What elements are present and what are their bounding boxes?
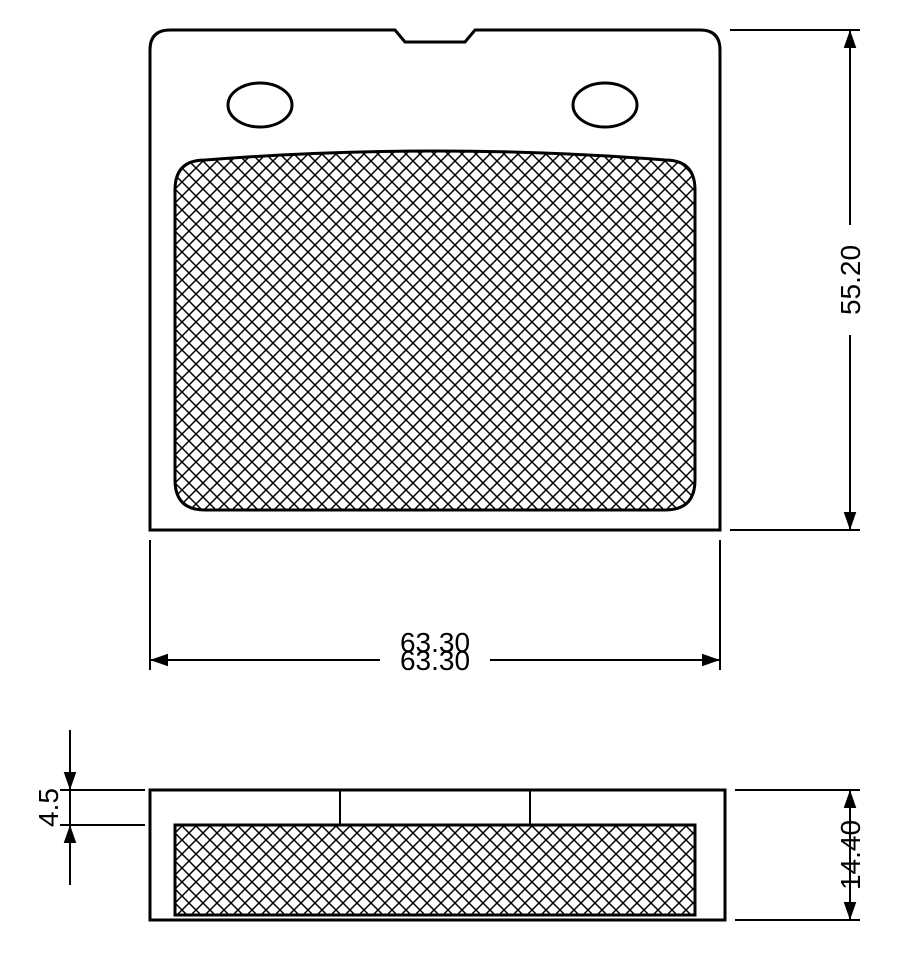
technical-drawing: 63.3063.3055.2014.404.5: [0, 0, 900, 967]
dim-width-label: 63.30: [400, 645, 470, 676]
dim-height: 55.20: [835, 245, 866, 315]
hole-1: [573, 83, 637, 127]
dim-offset: 4.5: [33, 788, 64, 827]
dim-side-height: 14.40: [835, 820, 866, 890]
hole-0: [228, 83, 292, 127]
side-pad: [175, 825, 695, 915]
friction-pad: [175, 151, 695, 510]
